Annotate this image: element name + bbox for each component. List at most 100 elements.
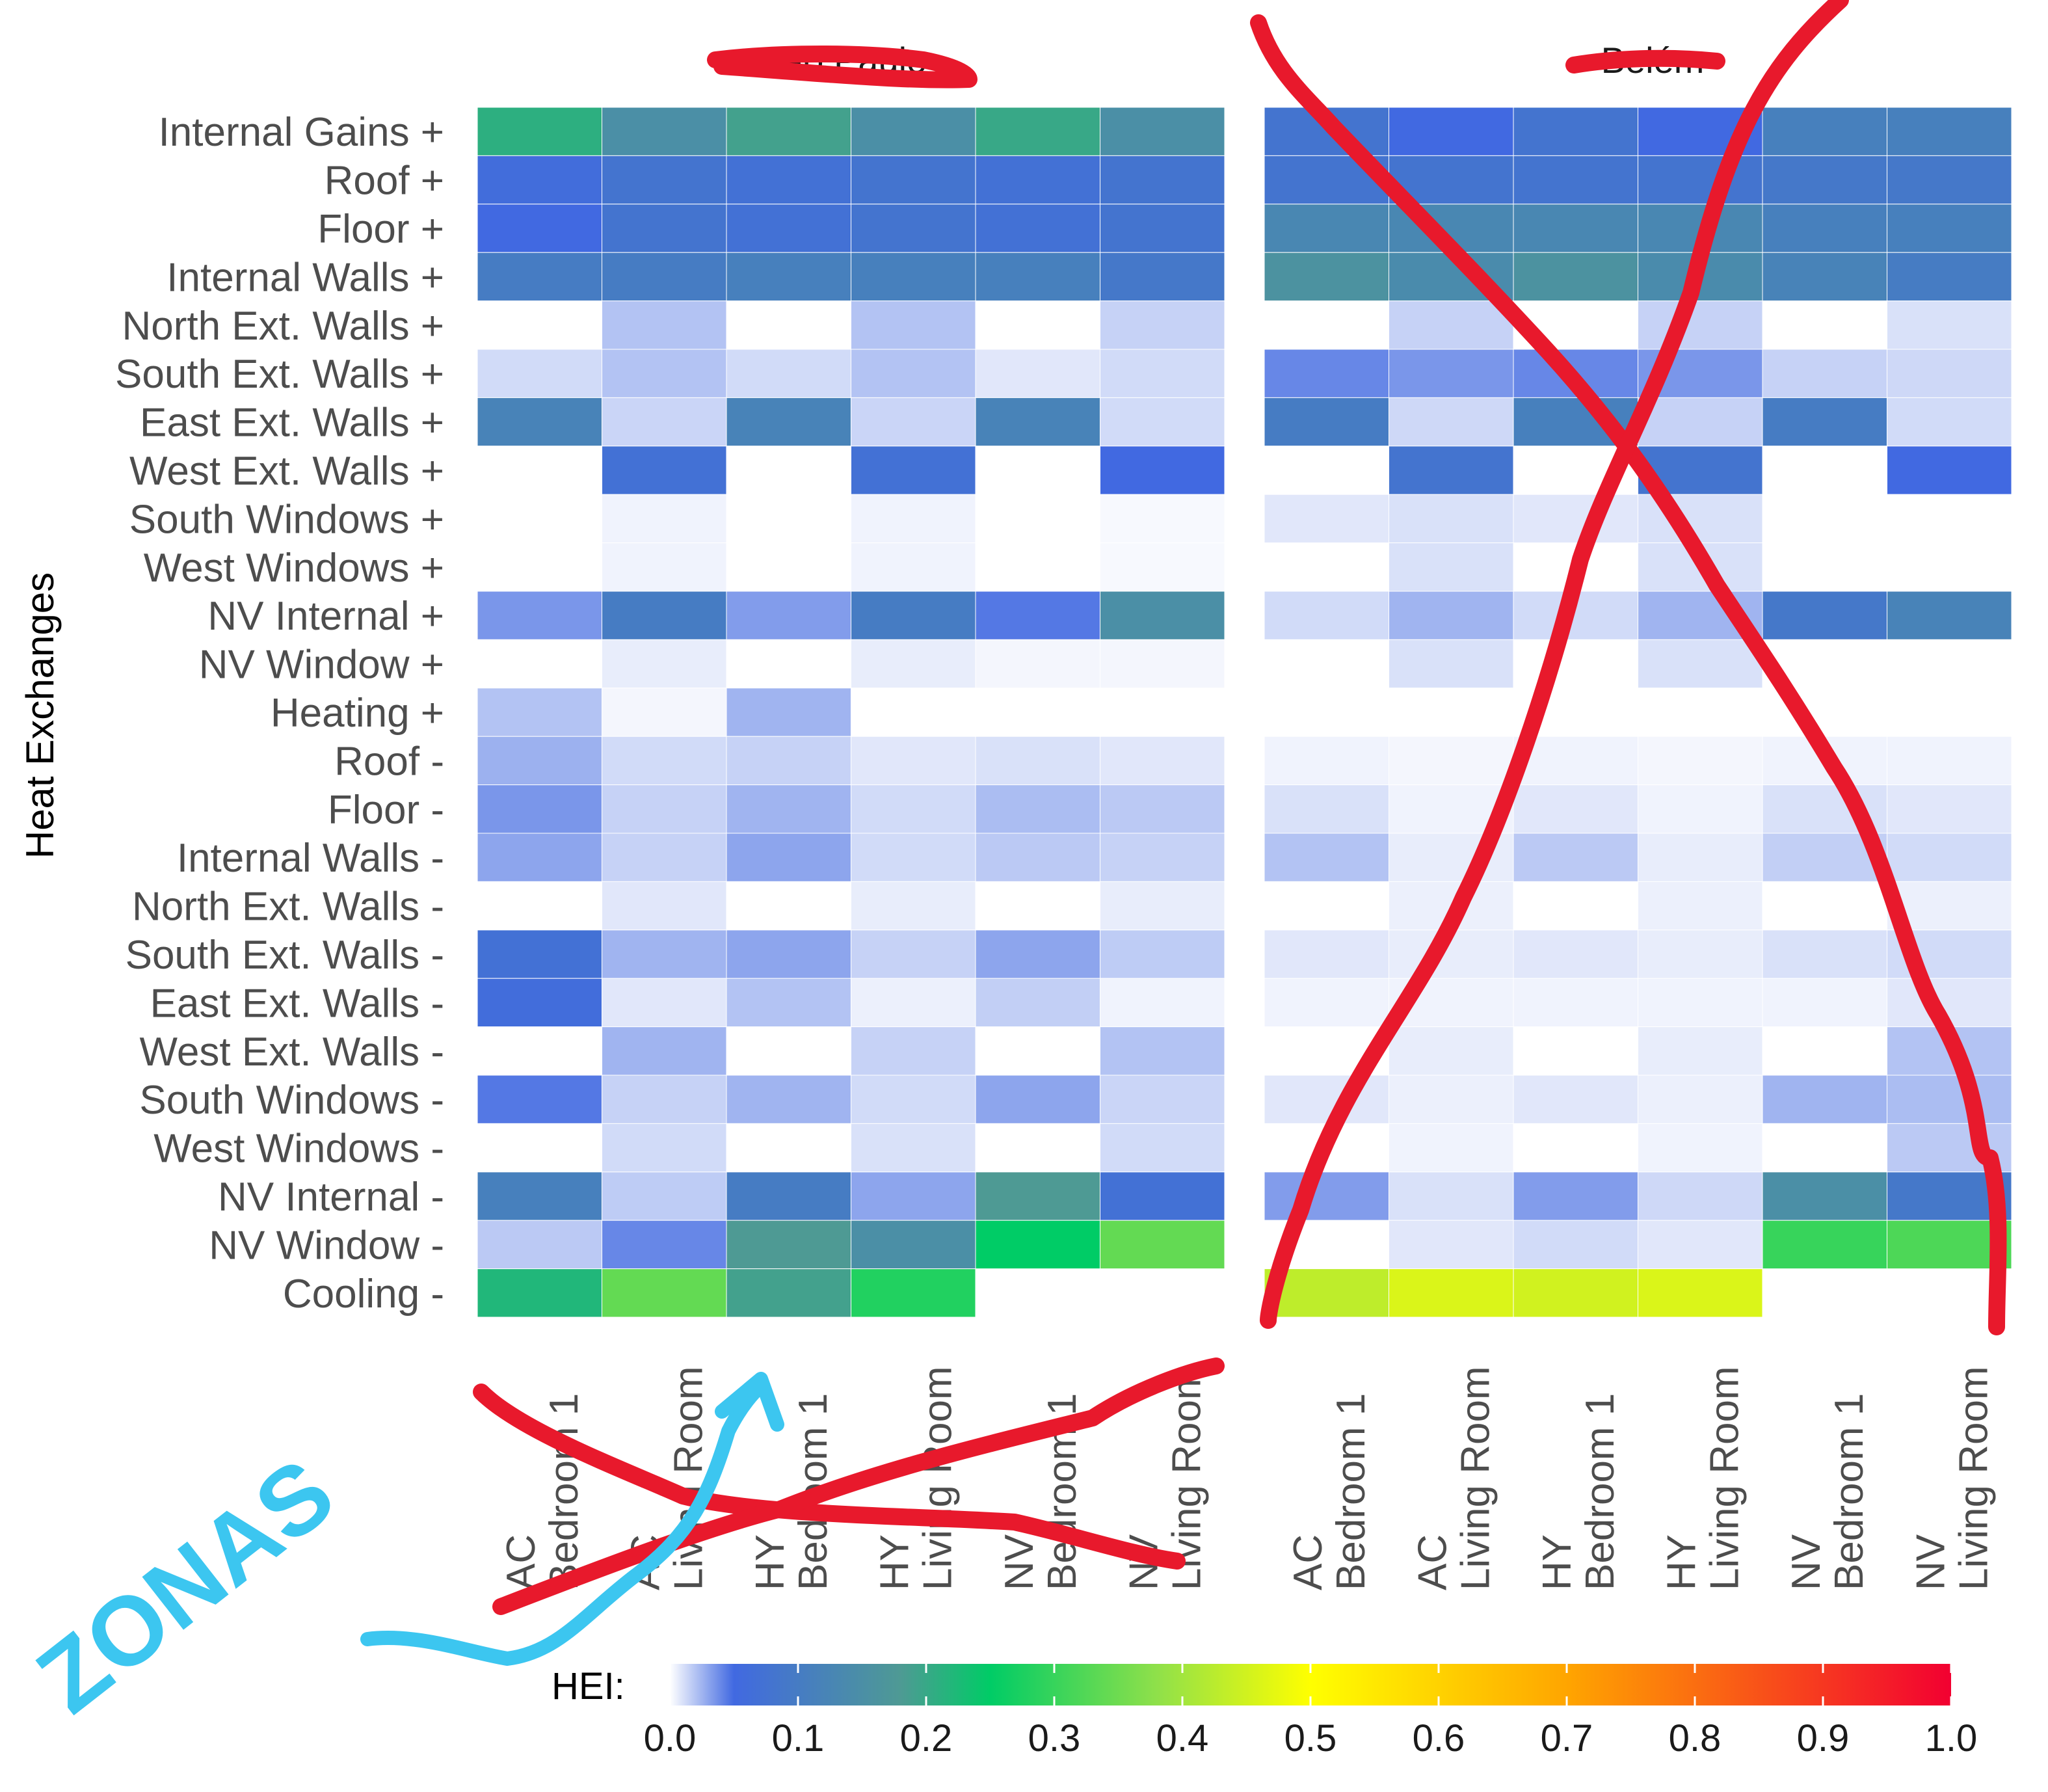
heatmap-cell [1264, 542, 1389, 592]
heatmap-cell [602, 881, 727, 931]
heatmap-cell [1100, 833, 1225, 882]
heatmap-cell [1638, 1220, 1763, 1270]
heatmap-cell [975, 446, 1100, 495]
heatmap-cell [1264, 591, 1389, 640]
column-label-system: NV [1784, 1534, 1829, 1590]
heatmap-cell [1638, 397, 1763, 447]
heatmap-cell [1264, 301, 1389, 350]
heatmap-cell [851, 784, 976, 834]
heatmap-cell [1762, 929, 1887, 979]
row-label: South Windows + [129, 497, 444, 542]
heatmap-cell [1887, 252, 2012, 302]
heatmap-cell [1513, 155, 1638, 205]
heatmap-cell [602, 155, 727, 205]
heatmap-cell [1513, 978, 1638, 1028]
heatmap-cell [975, 542, 1100, 592]
heatmap-cell [1762, 349, 1887, 398]
heatmap-cell [477, 494, 602, 544]
heatmap-cell [1100, 1075, 1225, 1124]
heatmap-cell [602, 1171, 727, 1221]
heatmap-cell [726, 929, 851, 979]
heatmap-cell [1762, 155, 1887, 205]
heatmap-cell [1100, 591, 1225, 640]
column-label-system: NV [1908, 1534, 1953, 1590]
row-label: West Ext. Walls - [140, 1030, 444, 1075]
heatmap-cell [975, 1075, 1100, 1124]
heatmap-cell [602, 736, 727, 786]
column-label-zone: Living Room [666, 1366, 711, 1590]
colorbar-tick-label: 0.2 [900, 1717, 953, 1759]
heatmap-cell [477, 107, 602, 156]
row-label: Internal Gains + [159, 110, 444, 155]
colorbar-tick-label: 0.3 [1028, 1717, 1081, 1759]
row-label: South Ext. Walls + [115, 352, 444, 397]
heatmap-cell [1513, 1075, 1638, 1124]
heatmap-cell [1513, 1268, 1638, 1318]
heatmap-cell [1389, 1220, 1514, 1270]
row-label: Cooling - [283, 1272, 444, 1317]
heatmap-cell [1887, 107, 2012, 156]
heatmap-cell [477, 1268, 602, 1318]
heatmap-cell [1638, 1026, 1763, 1076]
heatmap-cell [1389, 301, 1514, 350]
heatmap-cell [477, 639, 602, 689]
heatmap-cell [975, 155, 1100, 205]
heatmap-cell [1264, 688, 1389, 737]
heatmap-cell [726, 252, 851, 302]
heatmap-cell [851, 349, 976, 398]
heatmap-cell [726, 107, 851, 156]
column-label-system: HY [748, 1534, 793, 1590]
heatmap-cell [477, 446, 602, 495]
heatmap-cell [602, 978, 727, 1028]
y-axis-title: Heat Exchanges [18, 572, 62, 859]
heatmap-cell [851, 736, 976, 786]
heatmap-cell [1264, 349, 1389, 398]
heatmap-cell [1762, 446, 1887, 495]
heatmap-cell [975, 252, 1100, 302]
facet-belem [1264, 107, 2012, 1318]
heatmap-cell [602, 252, 727, 302]
heatmap-cell [726, 1075, 851, 1124]
heatmap-cell [851, 1026, 976, 1076]
heatmap-cell [1638, 639, 1763, 689]
heatmap-cell [477, 833, 602, 882]
heatmap-cell [1762, 301, 1887, 350]
heatmap-cell [602, 1220, 727, 1270]
heatmap-cell [1887, 204, 2012, 253]
row-label: West Windows + [144, 546, 444, 591]
heatmap-cell [726, 1171, 851, 1221]
colorbar-tick-label: 0.7 [1541, 1717, 1593, 1759]
heatmap-cell [1100, 929, 1225, 979]
heatmap-cell [1513, 639, 1638, 689]
red-cross-stroke-2 [1260, 0, 1849, 1329]
heatmap-cell [477, 1026, 602, 1076]
heatmap-cell [851, 881, 976, 931]
heatmap-cell [1264, 397, 1389, 447]
heatmap-cell [602, 107, 727, 156]
heatmap-cell [1638, 881, 1763, 931]
heatmap-cell [602, 301, 727, 350]
heatmap-cell [726, 688, 851, 737]
heatmap-cell [1762, 978, 1887, 1028]
colorbar-tick-label: 0.6 [1413, 1717, 1465, 1759]
heatmap-cell [975, 1026, 1100, 1076]
heatmap-cell [1887, 736, 2012, 786]
heatmap-cell [1389, 349, 1514, 398]
heatmap-cell [1513, 929, 1638, 979]
red-cross-zones-stroke-2 [492, 1357, 1225, 1615]
heatmap-cell [477, 397, 602, 447]
heatmap-cell [975, 1123, 1100, 1173]
heatmap-cell [1638, 301, 1763, 350]
heatmap-cell [1887, 349, 2012, 398]
heatmap-cell [851, 1171, 976, 1221]
column-label-system: AC [1286, 1534, 1331, 1590]
heatmap-cell [851, 1268, 976, 1318]
row-label: Internal Walls + [166, 255, 444, 300]
heatmap-cell [1762, 1220, 1887, 1270]
heatmap-cell [477, 736, 602, 786]
red-cross-zones-stroke-1 [473, 1384, 1186, 1570]
row-label: Internal Walls - [177, 836, 444, 881]
heatmap-cell [1638, 1171, 1763, 1221]
heatmap-cell [726, 155, 851, 205]
